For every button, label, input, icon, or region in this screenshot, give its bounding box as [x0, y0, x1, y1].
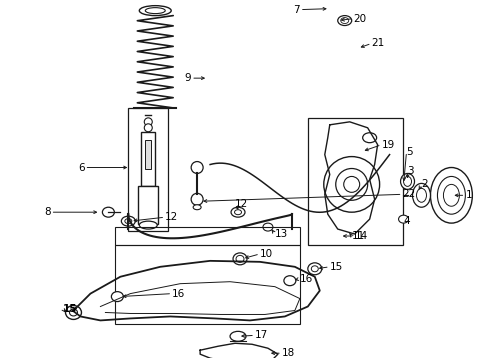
Text: 20: 20: [354, 14, 367, 23]
Text: 3: 3: [408, 166, 414, 176]
Text: 10: 10: [260, 249, 273, 259]
Text: 6: 6: [78, 162, 84, 172]
Text: 18: 18: [282, 348, 295, 358]
Ellipse shape: [263, 223, 273, 231]
Text: 13: 13: [275, 229, 288, 239]
Circle shape: [144, 124, 152, 132]
Ellipse shape: [122, 216, 135, 226]
Text: 19: 19: [382, 140, 395, 150]
Text: 17: 17: [255, 330, 268, 340]
Bar: [138, 186, 158, 224]
Text: 5: 5: [407, 147, 413, 157]
Text: 1: 1: [466, 190, 472, 200]
Ellipse shape: [102, 207, 114, 217]
Ellipse shape: [431, 167, 472, 223]
Bar: [308, 118, 403, 245]
Bar: [115, 245, 300, 324]
Ellipse shape: [413, 183, 431, 207]
Ellipse shape: [233, 253, 247, 265]
Ellipse shape: [284, 276, 296, 286]
Ellipse shape: [193, 205, 201, 210]
Ellipse shape: [338, 15, 352, 26]
Text: 16: 16: [300, 274, 313, 284]
Text: 12: 12: [235, 199, 248, 209]
Bar: [145, 140, 151, 170]
Ellipse shape: [231, 207, 245, 217]
Ellipse shape: [308, 263, 322, 275]
Text: 11: 11: [352, 231, 365, 241]
Ellipse shape: [139, 221, 157, 229]
Text: 9: 9: [185, 73, 191, 83]
Ellipse shape: [111, 292, 123, 302]
Text: 15: 15: [330, 262, 343, 272]
Circle shape: [144, 118, 152, 126]
Text: 22: 22: [403, 189, 416, 199]
Ellipse shape: [363, 133, 377, 143]
Ellipse shape: [230, 331, 246, 341]
Text: 21: 21: [371, 39, 385, 48]
Text: 7: 7: [293, 5, 300, 15]
Ellipse shape: [66, 306, 81, 319]
Ellipse shape: [398, 215, 409, 223]
Bar: [115, 227, 300, 245]
Text: 15: 15: [63, 303, 77, 314]
Text: 16: 16: [172, 289, 185, 298]
Bar: [141, 132, 155, 186]
Text: 2: 2: [421, 179, 428, 189]
Circle shape: [324, 157, 380, 212]
Bar: [128, 108, 168, 231]
Text: 8: 8: [44, 207, 50, 217]
Circle shape: [191, 162, 203, 174]
Ellipse shape: [400, 174, 415, 189]
Ellipse shape: [139, 6, 171, 15]
Text: 4: 4: [404, 216, 410, 226]
Circle shape: [191, 193, 203, 205]
Text: 14: 14: [355, 231, 368, 241]
Text: 12: 12: [165, 212, 178, 222]
